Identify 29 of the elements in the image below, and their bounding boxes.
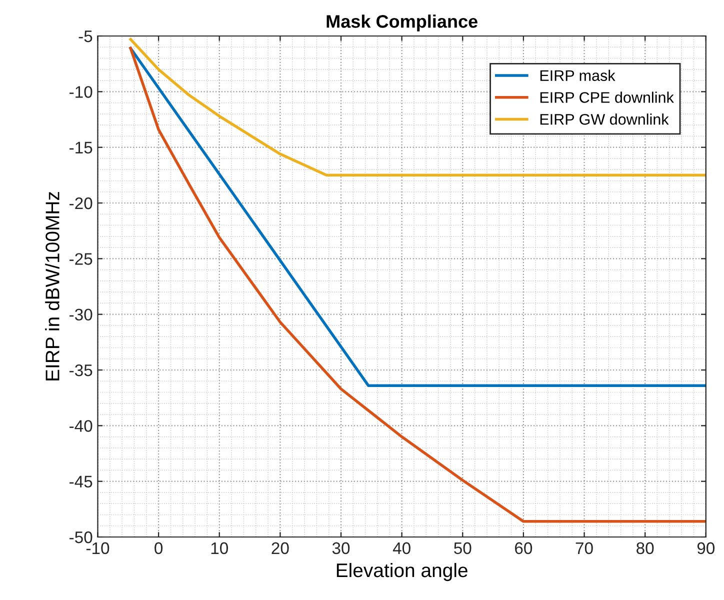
x-tick-label: 20 — [272, 542, 289, 554]
y-tick-label: -20 — [70, 197, 92, 210]
legend-label: EIRP GW downlink — [540, 114, 669, 125]
line-series — [129, 38, 706, 177]
legend-label: EIRP mask — [540, 70, 616, 82]
x-tick-label: 50 — [454, 542, 472, 554]
y-axis-title: EIRP in dBW/100MHz — [45, 192, 60, 380]
y-tick-label: -10 — [70, 86, 92, 98]
y-tick-label: -25 — [70, 253, 92, 265]
y-tick-label: -5 — [78, 30, 92, 42]
y-tick-label: -35 — [70, 364, 92, 376]
chart-title: Mask Compliance — [326, 14, 478, 32]
x-tick-label: -10 — [86, 542, 110, 554]
line-series — [129, 46, 706, 523]
y-tick-label: -30 — [70, 308, 92, 321]
x-tick-label: 40 — [392, 542, 410, 554]
x-tick-label: 90 — [697, 542, 715, 554]
y-tick-label: -50 — [70, 531, 92, 544]
y-tick-label: -40 — [70, 420, 92, 432]
y-tick-label: -45 — [70, 476, 92, 488]
legend-label: EIRP CPE downlink — [540, 92, 674, 103]
x-axis-title: Elevation angle — [336, 562, 468, 582]
x-tick-label: 70 — [576, 542, 593, 554]
y-tick-label: -15 — [70, 142, 92, 154]
x-tick-label: 80 — [636, 542, 654, 554]
x-tick-label: 0 — [154, 542, 163, 554]
x-tick-label: 10 — [211, 542, 228, 554]
x-tick-label: 60 — [515, 542, 532, 554]
x-tick-label: 30 — [332, 542, 350, 554]
